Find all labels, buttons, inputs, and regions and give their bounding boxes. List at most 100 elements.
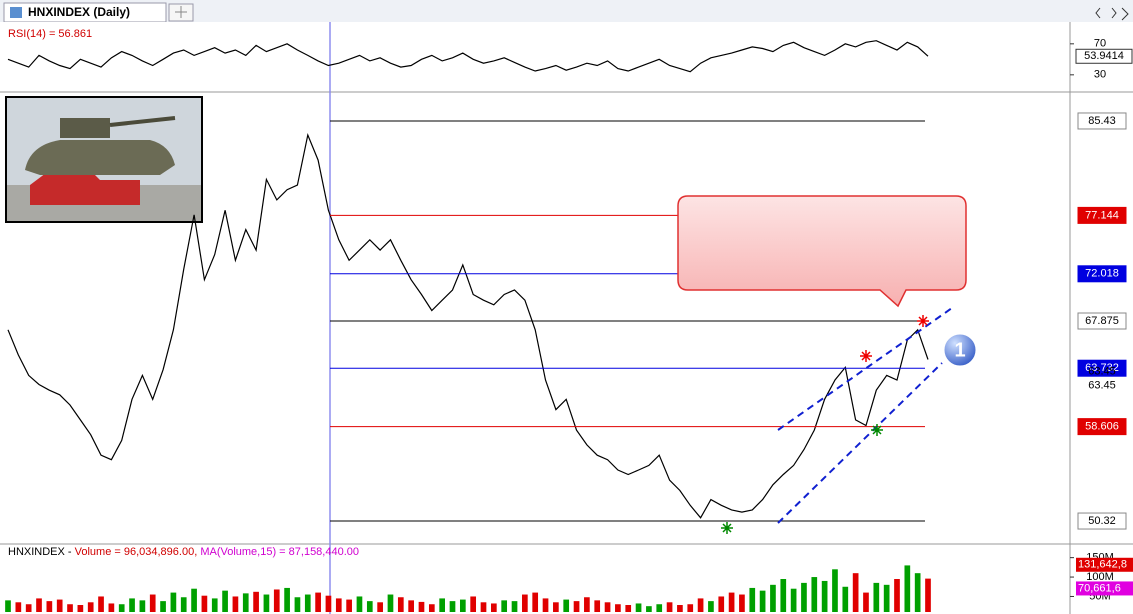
volume-bar (346, 599, 352, 612)
volume-marker-box (1076, 581, 1133, 596)
volume-bar (480, 602, 487, 612)
callout-label: 1 (954, 339, 965, 361)
volume-bar (563, 599, 570, 612)
volume-bar (687, 604, 694, 612)
last-value-label: 53.9414 (1084, 50, 1124, 62)
rsi-title: RSI(14) = 56.861 (8, 28, 92, 40)
volume-bar (232, 596, 239, 612)
tab-bar (0, 0, 1133, 22)
volume-bar (656, 604, 663, 612)
tab-title: HNXINDEX (Daily) (28, 5, 130, 19)
volume-bar (615, 604, 621, 612)
trendlines (721, 307, 953, 534)
volume-bar (811, 577, 818, 612)
volume-bar (98, 596, 104, 612)
volume-bar (67, 604, 73, 612)
volume-bar (470, 596, 477, 612)
volume-bar (356, 596, 363, 612)
volume-bar (294, 597, 301, 612)
volume-bar (780, 579, 787, 612)
volume-bar (511, 601, 518, 612)
level-box (1077, 312, 1127, 330)
volume-bar (542, 598, 549, 612)
price-label: 63.45 (1088, 365, 1116, 377)
volume-bar (129, 598, 135, 612)
volume-bar (418, 601, 425, 612)
nav-icons[interactable] (1095, 7, 1129, 21)
volume-bar (790, 588, 797, 612)
level-label: 63.732 (1085, 362, 1119, 374)
level-label: 50.32 (1088, 515, 1116, 527)
volume-bar (449, 601, 456, 612)
volume-bar (625, 605, 632, 612)
volume-title-part: HNXINDEX - (8, 546, 75, 558)
volume-bar (770, 584, 776, 612)
volume-bar (304, 594, 311, 612)
volume-bar (201, 595, 208, 612)
volume-bar (801, 582, 807, 612)
level-label: 72.018 (1085, 268, 1119, 280)
volume-bar (77, 605, 84, 612)
volume-bar (501, 600, 508, 612)
volume-bar (604, 602, 611, 612)
volume-bar (253, 591, 259, 612)
volume-bar (46, 601, 53, 612)
volume-bar (925, 578, 931, 612)
volume-bar (646, 606, 652, 612)
level-box (1077, 359, 1127, 377)
volume-bar (697, 598, 704, 612)
volume-bar (584, 597, 590, 612)
volume-bar (832, 569, 838, 612)
volume-bar (315, 592, 321, 612)
volume-bar (842, 586, 849, 612)
volume-bar (666, 602, 673, 612)
volume-bar (749, 587, 756, 612)
y-tick-label: 100M (1086, 571, 1114, 583)
line-series (7, 132, 929, 519)
volume-bar (377, 602, 383, 612)
level-box (1077, 206, 1127, 224)
volume-bar (211, 598, 218, 612)
level-box (1077, 512, 1127, 530)
volume-bar (397, 597, 404, 612)
volume-bar (708, 601, 714, 612)
level-box (1077, 112, 1127, 130)
volume-bar (728, 592, 735, 612)
volume-bar (459, 599, 466, 612)
level-box (1077, 265, 1127, 283)
volume-bar (573, 601, 580, 612)
volume-bar (718, 596, 725, 612)
volume-marker-box (1076, 557, 1133, 572)
volume-bar (242, 593, 249, 612)
volume-marker-label: 131,642,8 (1078, 559, 1127, 571)
volume-bar (553, 602, 559, 612)
level-label: 85.43 (1088, 115, 1116, 127)
volume-bar (387, 594, 394, 612)
volume-bar (739, 594, 745, 612)
volume-bar (635, 603, 642, 612)
price-label: 63.45 (1088, 379, 1116, 391)
volume-bar (863, 592, 869, 612)
volume-marker-label: 70,661,6 (1078, 582, 1121, 594)
volume-bar (873, 582, 880, 612)
volume-bar (594, 600, 601, 612)
volume-bar (677, 605, 683, 612)
volume-bar (532, 592, 539, 612)
volume-bar (428, 604, 435, 612)
level-label: 67.875 (1085, 315, 1119, 327)
level-box (1077, 418, 1127, 436)
volume-bar (439, 598, 445, 612)
volume-bar (263, 594, 270, 612)
plus-icon (175, 6, 187, 18)
volume-bar (160, 601, 166, 612)
volume-title-part: Volume = 96,034,896.00, (75, 546, 201, 558)
y-tick-label: 70 (1094, 38, 1106, 50)
volume-bar (914, 573, 921, 612)
volume-bar (170, 592, 177, 612)
volume-bar (191, 588, 197, 612)
y-tick-label: 30 (1094, 69, 1106, 81)
volume-bar (491, 603, 497, 612)
thumbnail-image (5, 96, 203, 223)
level-label: 77.144 (1085, 209, 1119, 221)
